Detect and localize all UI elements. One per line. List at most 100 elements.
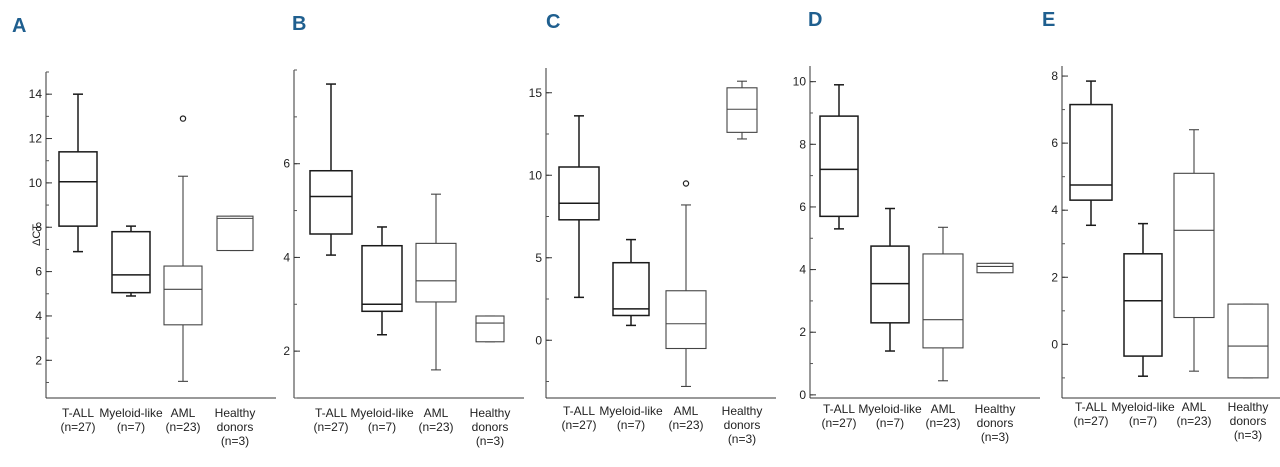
y-tick-label: 2 (283, 344, 290, 358)
panel-letter: C (546, 11, 560, 33)
category-label-line: (n=7) (617, 418, 645, 432)
outlier-point (682, 180, 690, 187)
category-label-line: AML (931, 402, 956, 416)
box-2 (361, 226, 403, 336)
box-iqr (1069, 103, 1113, 201)
box-iqr (1173, 172, 1215, 319)
box-1 (819, 84, 859, 230)
y-tick-label: 0 (535, 333, 542, 347)
y-tick-label: 2 (35, 353, 42, 367)
category-label: Myeloid-like (n=7) (350, 406, 414, 434)
category-label: T-ALL (n=27) (60, 406, 95, 434)
box-4 (475, 315, 505, 343)
category-label-line: Myeloid-like (599, 404, 663, 418)
box-2 (1123, 222, 1163, 377)
y-tick-label: 10 (29, 176, 43, 190)
box-iqr (726, 87, 758, 133)
category-label-line: T-ALL (563, 404, 595, 418)
y-tick-label: 4 (799, 263, 806, 277)
y-tick-label: 0 (799, 388, 806, 402)
y-tick-label: 14 (29, 87, 43, 101)
category-label-line: AML (424, 406, 449, 420)
category-label: Myeloid-like (n=7) (99, 406, 163, 434)
category-label-line: Healthy (215, 406, 256, 420)
y-tick-label: 6 (283, 157, 290, 171)
box-iqr (415, 242, 457, 303)
box-4 (976, 262, 1014, 274)
box-2 (111, 225, 151, 297)
box-3 (1173, 129, 1215, 372)
category-label-line: (n=7) (117, 420, 145, 434)
category-label-line: T-ALL (1075, 400, 1107, 414)
category-label-line: (n=3) (728, 432, 756, 446)
panel-letter: A (12, 15, 26, 37)
y-tick-label: 8 (1051, 69, 1058, 83)
category-label-line: T-ALL (823, 402, 855, 416)
category-label: AML (n=23) (668, 404, 703, 432)
category-label: Healthy donors (n=3) (975, 402, 1016, 444)
category-label-line: Myeloid-like (1111, 400, 1175, 414)
category-label-line: (n=23) (418, 420, 453, 434)
box-1 (1069, 80, 1113, 227)
box-iqr (309, 169, 353, 235)
box-iqr (111, 230, 151, 294)
category-label-line: (n=23) (165, 420, 200, 434)
category-label: Healthy donors (n=3) (470, 406, 511, 448)
category-label-line: (n=23) (668, 418, 703, 432)
y-tick-label: 2 (1051, 270, 1058, 284)
y-axis-label: ΔCT (31, 224, 43, 246)
category-label: Myeloid-like (n=7) (858, 402, 922, 430)
category-label-line: Healthy (975, 402, 1016, 416)
y-tick-label: 0 (1051, 337, 1058, 351)
y-tick-label: 8 (35, 220, 42, 234)
y-tick-label: 5 (535, 251, 542, 265)
category-label: T-ALL (n=27) (313, 406, 348, 434)
box-1 (558, 115, 600, 299)
box-iqr (558, 166, 600, 221)
y-tick-label: 15 (529, 86, 543, 100)
y-tick-label: 2 (799, 325, 806, 339)
category-label-line: (n=7) (368, 420, 396, 434)
box-2 (612, 238, 650, 327)
box-4 (1227, 303, 1269, 379)
category-label: T-ALL (n=27) (561, 404, 596, 432)
box-iqr (216, 215, 254, 252)
y-tick-label: 8 (799, 137, 806, 151)
category-label-line: AML (674, 404, 699, 418)
category-label-line: (n=23) (1176, 414, 1211, 428)
category-label-line: AML (1182, 400, 1207, 414)
panel-letter: B (292, 13, 306, 35)
y-tick-label: 4 (35, 309, 42, 323)
box-4 (216, 215, 254, 252)
box-1 (58, 93, 98, 253)
category-label: Myeloid-like (n=7) (1111, 400, 1175, 428)
category-label-line: (n=7) (876, 416, 904, 430)
category-label: AML (n=23) (1176, 400, 1211, 428)
category-label-line: Healthy (1228, 400, 1269, 414)
category-label: AML (n=23) (925, 402, 960, 430)
box-2 (870, 207, 910, 352)
box-3 (415, 193, 457, 371)
box-iqr (976, 262, 1014, 274)
category-label-line: donors (472, 420, 509, 434)
category-label-line: Healthy (722, 404, 763, 418)
category-label-line: (n=27) (561, 418, 596, 432)
category-label-line: Myeloid-like (99, 406, 163, 420)
category-label-line: Myeloid-like (858, 402, 922, 416)
panel-letter: D (808, 9, 822, 31)
y-tick-label: 6 (799, 200, 806, 214)
category-label-line: donors (977, 416, 1014, 430)
category-label-line: (n=23) (925, 416, 960, 430)
category-label-line: T-ALL (315, 406, 347, 420)
category-label-line: (n=27) (313, 420, 348, 434)
category-label-line: Healthy (470, 406, 511, 420)
box-iqr (475, 315, 505, 343)
y-tick-label: 12 (29, 132, 43, 146)
box-iqr (1227, 303, 1269, 379)
box-iqr (361, 244, 403, 313)
